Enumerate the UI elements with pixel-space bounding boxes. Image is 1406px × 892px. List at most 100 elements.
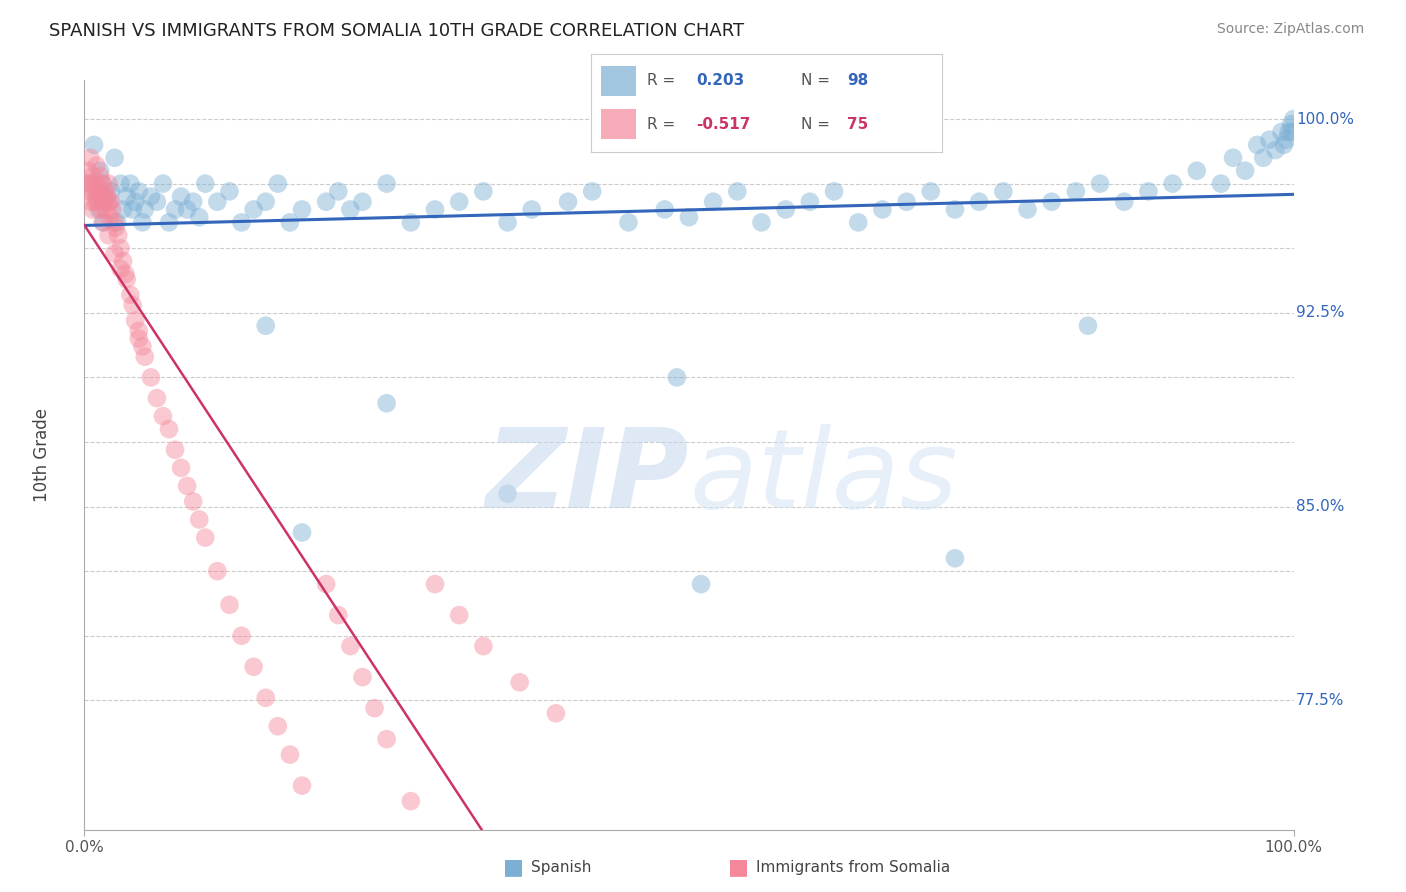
Point	[375, 177, 398, 191]
Point	[91, 177, 114, 191]
Point	[1161, 177, 1184, 191]
Point	[121, 202, 143, 217]
Point	[231, 629, 253, 643]
Point	[328, 608, 350, 623]
Point	[509, 675, 531, 690]
Point	[242, 202, 264, 217]
Text: -0.517: -0.517	[696, 117, 751, 132]
Point	[1272, 137, 1295, 152]
Point	[120, 287, 142, 301]
Point	[775, 202, 797, 217]
Point	[254, 690, 277, 705]
Point	[399, 794, 422, 808]
Point	[104, 220, 127, 235]
Point	[94, 189, 117, 203]
Point	[823, 185, 845, 199]
Text: N =: N =	[801, 117, 835, 132]
Point	[799, 194, 821, 209]
Point	[97, 228, 120, 243]
Point	[267, 719, 290, 733]
Point	[544, 706, 567, 721]
Point	[91, 215, 114, 229]
Point	[1064, 185, 1087, 199]
Point	[82, 202, 104, 217]
Point	[131, 339, 153, 353]
Point	[90, 202, 112, 217]
Point	[291, 525, 314, 540]
Text: Immigrants from Somalia: Immigrants from Somalia	[756, 860, 950, 874]
Point	[496, 215, 519, 229]
Point	[242, 660, 264, 674]
Point	[79, 194, 101, 209]
Point	[218, 185, 240, 199]
Point	[188, 512, 211, 526]
Point	[896, 194, 918, 209]
Point	[134, 202, 156, 217]
Point	[146, 391, 169, 405]
Point	[231, 215, 253, 229]
Point	[114, 267, 136, 281]
Point	[872, 202, 894, 217]
Point	[165, 442, 187, 457]
Point	[112, 254, 135, 268]
Point	[86, 177, 108, 191]
Text: ZIP: ZIP	[485, 424, 689, 531]
Point	[1278, 125, 1301, 139]
Point	[1253, 151, 1275, 165]
Text: 75: 75	[846, 117, 869, 132]
Point	[375, 732, 398, 747]
Point	[139, 370, 162, 384]
Point	[339, 639, 361, 653]
Point	[339, 202, 361, 217]
Text: ■: ■	[503, 857, 523, 877]
Point	[77, 185, 100, 199]
Point	[423, 577, 446, 591]
Text: N =: N =	[801, 72, 835, 87]
Point	[278, 215, 301, 229]
Point	[375, 396, 398, 410]
Point	[83, 137, 105, 152]
Point	[520, 202, 543, 217]
Point	[120, 177, 142, 191]
Point	[170, 460, 193, 475]
Point	[170, 189, 193, 203]
Point	[80, 177, 103, 191]
Point	[87, 185, 110, 199]
Point	[128, 324, 150, 338]
Point	[124, 194, 146, 209]
Point	[617, 215, 640, 229]
Point	[581, 185, 603, 199]
Point	[121, 298, 143, 312]
Point	[702, 194, 724, 209]
Point	[97, 177, 120, 191]
Text: ■: ■	[728, 857, 748, 877]
Point	[363, 701, 385, 715]
Point	[315, 577, 337, 591]
Point	[1114, 194, 1136, 209]
Point	[79, 151, 101, 165]
Point	[98, 211, 121, 225]
Point	[176, 479, 198, 493]
Point	[94, 202, 117, 217]
Point	[1270, 125, 1292, 139]
Text: 85.0%: 85.0%	[1296, 500, 1344, 514]
Point	[449, 608, 471, 623]
Text: 10th Grade: 10th Grade	[32, 408, 51, 502]
Text: Source: ZipAtlas.com: Source: ZipAtlas.com	[1216, 22, 1364, 37]
Point	[665, 370, 688, 384]
Point	[472, 185, 495, 199]
Text: SPANISH VS IMMIGRANTS FROM SOMALIA 10TH GRADE CORRELATION CHART: SPANISH VS IMMIGRANTS FROM SOMALIA 10TH …	[49, 22, 744, 40]
Point	[84, 194, 107, 209]
Point	[1281, 125, 1303, 139]
Point	[188, 211, 211, 225]
Point	[97, 194, 120, 209]
Point	[146, 194, 169, 209]
Point	[207, 194, 229, 209]
Text: 92.5%: 92.5%	[1296, 305, 1344, 320]
Point	[1088, 177, 1111, 191]
Point	[218, 598, 240, 612]
Point	[176, 202, 198, 217]
Point	[107, 228, 129, 243]
Point	[496, 486, 519, 500]
Point	[423, 202, 446, 217]
